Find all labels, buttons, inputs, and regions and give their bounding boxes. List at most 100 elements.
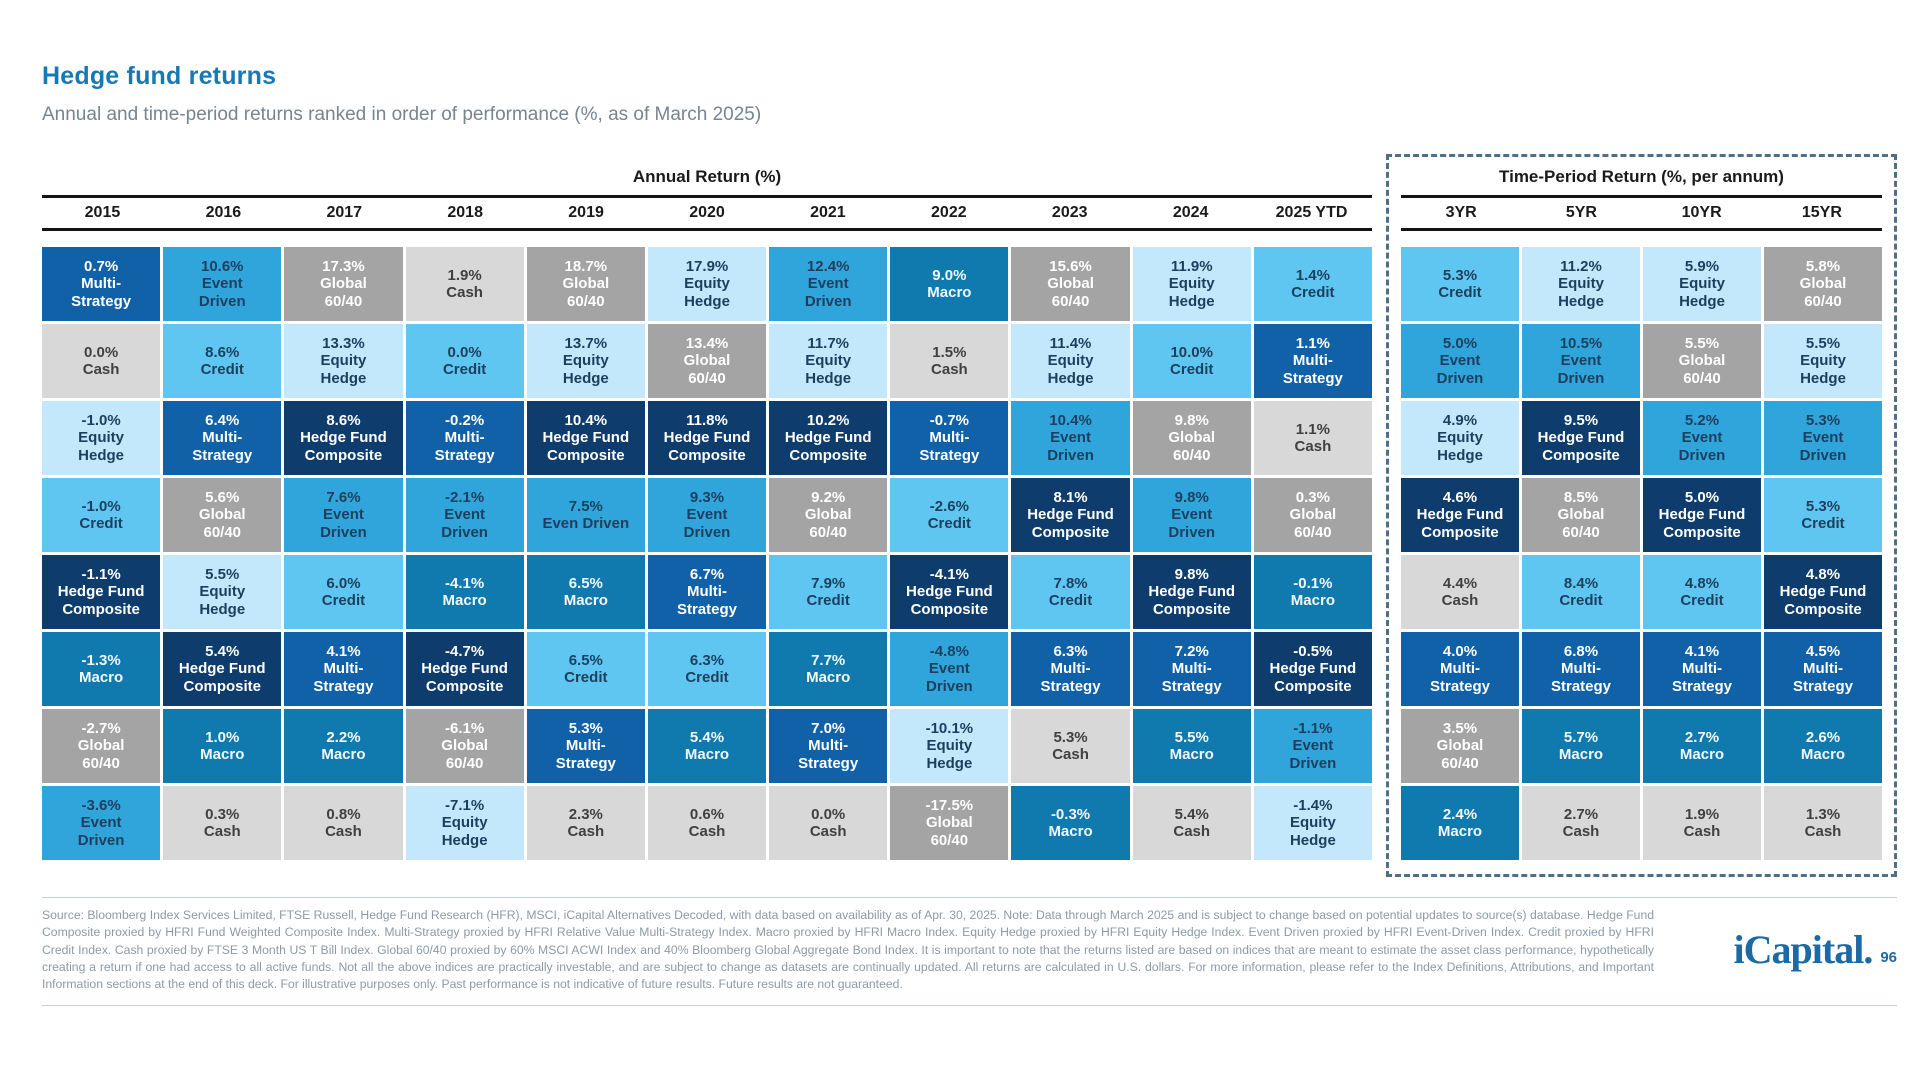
return-value: 10.4% [1049,412,1092,430]
return-value: 18.7% [564,258,608,276]
return-cell: 5.8% Global 60/40 [1764,247,1882,321]
return-value: 5.4% [1174,805,1209,823]
strategy-label: Event Driven [1289,737,1337,772]
return-value: -7.1% [445,797,485,815]
strategy-label: Multi-Strategy [1550,660,1612,695]
return-value: 7.8% [1053,574,1088,592]
return-value: 11.8% [686,412,728,430]
return-cell: 4.1% Multi-Strategy [284,632,403,706]
strategy-label: Hedge Fund Composite [1416,506,1504,541]
return-cell: -0.7% Multi-Strategy [890,401,1009,475]
return-cell: -4.1% Hedge Fund Composite [890,555,1009,629]
return-cell: 9.8% Event Driven [1132,478,1251,552]
strategy-label: Credit [685,669,729,686]
strategy-label: Credit [564,669,608,686]
return-cell: 5.5% Global 60/40 [1643,324,1761,398]
return-value: 6.8% [1563,643,1599,661]
return-cell: 0.6% Cash [647,786,767,860]
return-cell: 5.5% Macro [1132,709,1251,783]
return-cell: 0.0% Credit [405,324,524,398]
return-value: 5.0% [1684,489,1720,507]
strategy-label: Hedge Fund Composite [663,429,751,464]
return-value: 7.6% [326,489,361,507]
return-cell: 1.5% Cash [890,324,1009,398]
return-value: 1.0% [205,728,240,746]
strategy-label: Hedge Fund Composite [300,429,387,464]
strategy-label: Equity Hedge [441,814,488,849]
return-cell: 7.0% Multi-Strategy [769,709,888,783]
return-value: 9.5% [1563,412,1599,430]
strategy-label: Hedge Fund Composite [1148,583,1236,618]
strategy-label: Hedge Fund Composite [1779,583,1867,618]
strategy-label: Cash [1441,592,1479,609]
strategy-label: Credit [321,592,366,609]
return-cell: 0.7% Multi-Strategy [42,247,161,321]
return-value: 5.5% [1805,335,1841,353]
return-value: 5.8% [1805,258,1841,276]
strategy-label: Global 60/40 [1168,429,1216,464]
strategy-label: Cash [1683,823,1721,840]
return-value: -2.6% [929,497,969,515]
return-value: 8.5% [1563,489,1599,507]
return-cell: -0.2% Multi-Strategy [405,401,524,475]
return-value: 9.8% [1174,412,1209,430]
return-cell: -3.6% Event Driven [42,786,161,860]
return-value: -4.7% [445,643,485,661]
return-cell: 13.4% Global 60/40 [647,324,767,398]
return-value: 9.0% [932,266,967,284]
strategy-label: Hedge Fund Composite [1658,506,1746,541]
annual-return-section: Annual Return (%) 2015 2016 2017 2018 2019 20… [42,154,1372,860]
strategy-label: Credit [1048,592,1093,609]
strategy-label: Global 60/40 [562,275,610,310]
strategy-label: Macro [1169,746,1214,763]
returns-table: Annual Return (%) 2015 2016 2017 2018 2019 20… [42,154,1897,877]
return-value: 4.8% [1805,566,1841,584]
return-value: 4.0% [1442,643,1478,661]
strategy-label: Multi-Strategy [1792,660,1854,695]
strategy-label: Cash [1052,746,1089,763]
time-period-labels: 3YR 5YR 10YR 15YR [1401,198,1882,228]
return-cell: -1.0% Equity Hedge [42,401,161,475]
return-cell: 9.8% Global 60/40 [1132,401,1251,475]
return-cell: 5.2% Event Driven [1643,401,1761,475]
strategy-label: Cash [1173,823,1211,840]
strategy-label: Event Driven [926,660,973,695]
return-value: 3.5% [1442,720,1478,738]
strategy-label: Cash [1562,823,1600,840]
return-cell: 11.4% Equity Hedge [1011,324,1130,398]
return-cell: 2.7% Cash [1522,786,1640,860]
return-value: 12.4% [806,258,850,276]
return-cell: -1.1% Event Driven [1253,709,1372,783]
strategy-label: Equity Hedge [562,352,609,387]
return-value: -0.3% [1050,805,1091,823]
return-cell: 1.1% Multi-Strategy [1253,324,1372,398]
strategy-label: Credit [200,361,244,378]
strategy-label: Event Driven [1436,352,1484,387]
source-disclaimer: Source: Bloomberg Index Services Limited… [42,908,1654,992]
return-cell: 9.2% Global 60/40 [769,478,888,552]
return-cell: 4.8% Credit [1643,555,1761,629]
return-value: 9.2% [811,489,846,507]
return-value: 5.3% [1805,497,1841,515]
return-value: 11.2% [1560,258,1602,276]
header-rule-bottom [1401,228,1882,231]
return-cell: 5.3% Event Driven [1764,401,1882,475]
time-period-return-grid: 5.3% Credit 11.2% Equity Hedge 5.9% Equity He… [1401,247,1882,860]
return-value: 8.1% [1053,489,1088,507]
strategy-label: Global 60/40 [441,737,488,772]
return-value: 7.9% [811,574,846,592]
column-header: 15YR [1801,204,1842,221]
return-value: 15.6% [1049,258,1092,276]
return-value: 0.0% [83,343,119,361]
return-cell: 4.1% Multi-Strategy [1643,632,1761,706]
strategy-label: Event Driven [1557,352,1605,387]
return-cell: 10.4% Hedge Fund Composite [526,401,645,475]
strategy-label: Credit [927,515,972,532]
return-value: 10.2% [806,412,850,430]
return-value: -1.0% [81,412,121,430]
return-value: 11.9% [1170,258,1213,276]
strategy-label: Macro [200,746,245,763]
return-cell: 8.4% Credit [1522,555,1640,629]
return-cell: -4.8% Event Driven [890,632,1009,706]
strategy-label: Multi-Strategy [313,660,374,695]
